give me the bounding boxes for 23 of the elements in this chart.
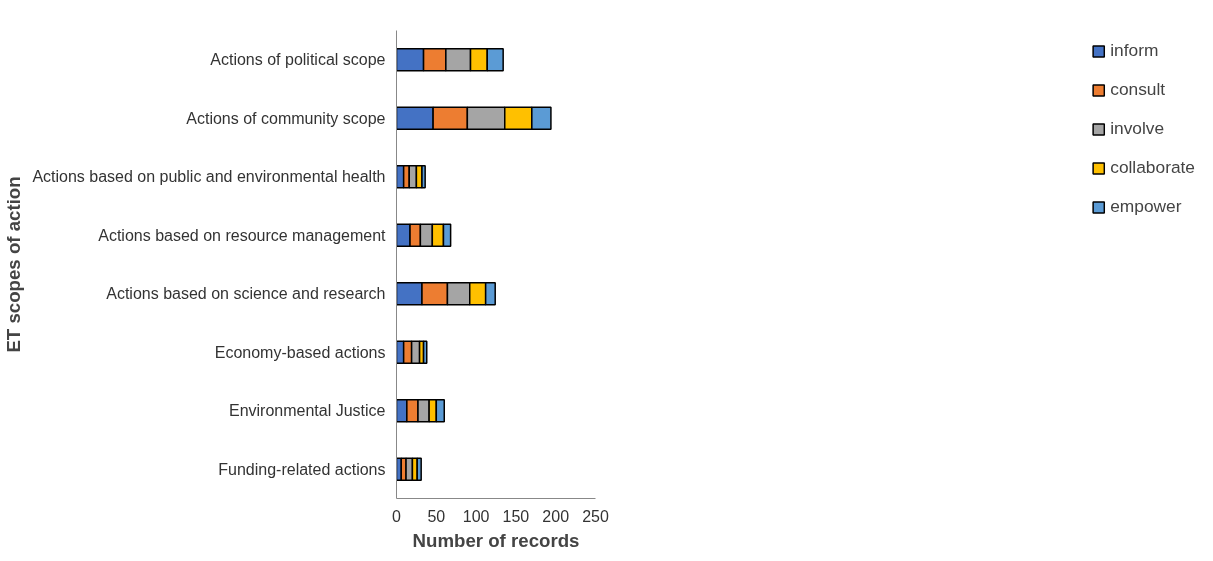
x-tick-label: 100	[462, 507, 490, 525]
y-tick-label: Actions of political scope	[210, 51, 386, 69]
legend-label: involve	[1110, 118, 1165, 139]
bar	[405, 457, 414, 482]
y-tick-label: Actions based on science and research	[106, 285, 386, 303]
legend-label: inform	[1110, 40, 1159, 61]
x-tick-label: 150	[502, 507, 530, 525]
y-tick-label: Actions based on resource management	[98, 226, 387, 244]
x-tick-label: 50	[427, 507, 446, 525]
x-tick-label: 200	[542, 507, 570, 525]
y-tick-label: Environmental Justice	[228, 402, 386, 420]
legend-label: empower	[1110, 196, 1182, 217]
x-axis-title: Number of records	[412, 529, 580, 551]
bar	[416, 457, 422, 482]
y-tick-label: Actions of community scope	[186, 109, 386, 127]
y-axis-title: ET scopes of action	[3, 176, 25, 353]
y-tick-label: Economy-based actions	[214, 343, 386, 361]
x-tick-label: 0	[392, 507, 402, 525]
x-tick-label: 250	[582, 507, 609, 525]
legend-label: consult	[1110, 79, 1166, 100]
legend-label: collaborate	[1110, 157, 1195, 178]
y-tick-label: Funding-related actions	[218, 460, 386, 478]
y-tick-label: Actions based on public and environmental health	[32, 168, 386, 186]
